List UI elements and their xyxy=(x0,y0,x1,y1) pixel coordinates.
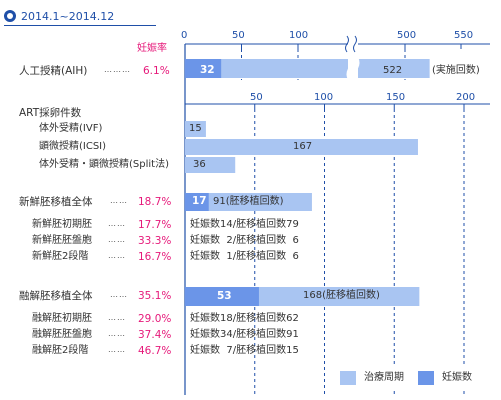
mid-tick-50: 50 xyxy=(250,92,263,103)
frozen-row-2-text: 妊娠数 7/胚移植回数15 xyxy=(190,345,299,356)
frozen-row-0-label: 融解胚初期胚 xyxy=(32,313,92,324)
fresh-row-1-label: 新鮮胚胚盤胞 xyxy=(32,235,92,246)
rate-column-header: 妊娠率 xyxy=(137,43,167,54)
frozen-transfers-label: 168(胚移植回数) xyxy=(303,290,380,301)
art-icsi-value: 167 xyxy=(293,141,313,152)
top-tick-550: 550 xyxy=(454,30,474,41)
header-underline xyxy=(4,25,156,26)
art-split-value: 36 xyxy=(193,159,206,170)
frozen-row-2-label: 融解胚2段階 xyxy=(32,345,89,356)
art-bar-2 xyxy=(185,157,236,173)
mid-tick-150: 150 xyxy=(386,92,406,103)
fresh-transfers-bar xyxy=(185,193,312,211)
fresh-preg-label: 17 xyxy=(192,195,207,207)
aih-cycles-bar-left xyxy=(185,59,348,78)
aih-note: (実施回数) xyxy=(432,65,480,76)
top-tick-50: 50 xyxy=(232,30,245,41)
legend: 治療周期 妊娠数 xyxy=(340,368,480,388)
art-icsi-label: 顕微授精(ICSI) xyxy=(39,141,107,152)
fresh-row-1-rate: 33.3% xyxy=(138,235,172,247)
legend-preg-swatch xyxy=(418,371,434,385)
legend-background xyxy=(338,366,488,390)
frozen-preg-label: 53 xyxy=(217,290,232,302)
art-bar-0 xyxy=(185,121,206,137)
fresh-row-0-label: 新鮮胚初期胚 xyxy=(32,219,92,230)
top-tick-0: 0 xyxy=(181,30,188,41)
frozen-label: 融解胚移植全体 xyxy=(19,290,93,302)
art-bar-1 xyxy=(185,139,418,155)
fresh-row-1-dots: …… xyxy=(108,235,126,244)
fresh-row-2-text: 妊娠数 1/胚移植回数 6 xyxy=(190,251,299,262)
art-ivf-label: 体外受精(IVF) xyxy=(39,123,103,134)
legend-cycles-swatch xyxy=(340,371,356,385)
period-text: 2014.1~2014.12 xyxy=(21,10,115,23)
frozen-row-1-rate: 37.4% xyxy=(138,329,172,341)
frozen-row-1-label: 融解胚胚盤胞 xyxy=(32,329,92,340)
aih-bar-break xyxy=(346,57,360,80)
fresh-preg-bar xyxy=(185,193,209,211)
frozen-row-0-text: 妊娠数18/胚移植回数62 xyxy=(190,313,299,324)
fresh-row-0-text: 妊娠数14/胚移植回数79 xyxy=(190,219,299,230)
fresh-rate: 18.7% xyxy=(138,196,172,208)
legend-cycles-label: 治療周期 xyxy=(364,372,404,383)
top-tick-100: 100 xyxy=(289,30,309,41)
axis-break-mark-right xyxy=(353,35,357,53)
fresh-row-0-dots: …… xyxy=(108,219,126,228)
fresh-row-2-dots: …… xyxy=(108,251,126,260)
aih-rate: 6.1% xyxy=(143,65,170,77)
mid-tick-200: 200 xyxy=(456,92,476,103)
frozen-row-2-dots: …… xyxy=(108,345,126,354)
frozen-dots: …… xyxy=(110,290,128,299)
art-split-label: 体外受精・顕微授精(Split法) xyxy=(39,159,169,170)
aih-label: 人工授精(AIH) xyxy=(19,65,88,77)
period-header: 2014.1~2014.12 xyxy=(4,8,156,26)
frozen-row-0-dots: …… xyxy=(108,313,126,322)
fresh-dots: …… xyxy=(110,196,128,205)
axis-break-mark-left xyxy=(345,35,349,53)
frozen-row-1-text: 妊娠数34/胚移植回数91 xyxy=(190,329,299,340)
art-title: ART採卵件数 xyxy=(19,107,82,119)
frozen-rate: 35.1% xyxy=(138,290,172,302)
fresh-row-2-rate: 16.7% xyxy=(138,251,172,263)
art-ivf-value: 15 xyxy=(189,123,202,134)
mid-tick-100: 100 xyxy=(314,92,334,103)
aih-preg-label: 32 xyxy=(200,64,215,76)
frozen-row-0-rate: 29.0% xyxy=(138,313,172,325)
frozen-row-2-rate: 46.7% xyxy=(138,345,172,357)
fresh-row-0-rate: 17.7% xyxy=(138,219,172,231)
aih-dots: ……… xyxy=(104,65,131,74)
fresh-transfers-label: 91(胚移植回数) xyxy=(213,196,284,207)
fresh-label: 新鮮胚移植全体 xyxy=(19,196,93,208)
legend-preg-label: 妊娠数 xyxy=(442,372,472,383)
fresh-row-2-label: 新鮮胚2段階 xyxy=(32,251,89,262)
fresh-row-1-text: 妊娠数 2/胚移植回数 6 xyxy=(190,235,299,246)
aih-preg-bar xyxy=(185,59,222,78)
aih-cycles-label: 522 xyxy=(383,65,403,76)
frozen-preg-bar xyxy=(185,287,259,306)
circle-bullet-icon xyxy=(4,10,16,22)
top-tick-500: 500 xyxy=(397,30,417,41)
aih-cycles-bar-right xyxy=(358,59,430,78)
frozen-row-1-dots: …… xyxy=(108,329,126,338)
